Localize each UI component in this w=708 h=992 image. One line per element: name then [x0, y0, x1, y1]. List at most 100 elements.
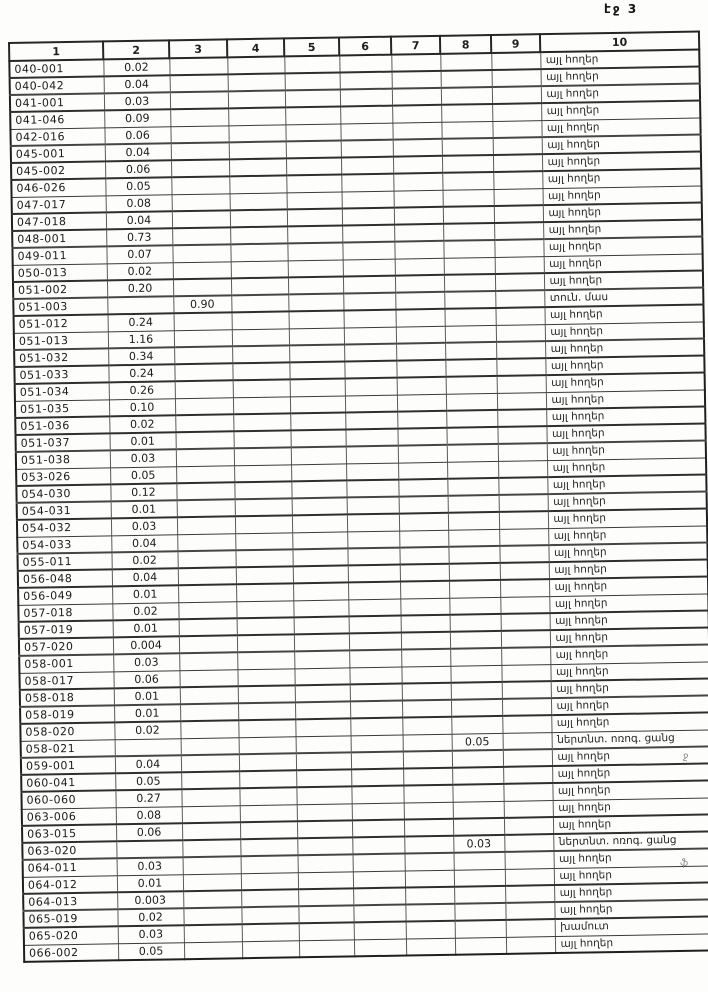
cell-col6: [350, 717, 403, 736]
cell-col7: [401, 665, 451, 684]
cell-col1: 046-026: [11, 178, 106, 197]
cell-col5: [293, 633, 350, 652]
cell-col7: [393, 189, 443, 208]
cell-col4: [235, 566, 294, 585]
cell-col2: 0.01: [112, 619, 179, 638]
cell-col8: [442, 205, 495, 224]
cell-col7: [399, 546, 449, 565]
cell-col5: [296, 803, 352, 822]
cell-col5: [289, 395, 346, 414]
cell-col5: [288, 310, 344, 329]
cell-col3: [177, 550, 236, 569]
cell-col2: 0.003: [117, 891, 184, 910]
cell-col6: [353, 887, 406, 906]
cell-col7: [398, 478, 448, 497]
cell-col9: [495, 324, 546, 342]
cell-col5: [296, 769, 352, 788]
cell-col8: [440, 86, 493, 105]
cell-col9: [499, 579, 550, 597]
header-col-2: 2: [103, 40, 170, 60]
cell-col8: [446, 426, 498, 445]
cell-col6: [344, 360, 397, 379]
cell-col8: [452, 817, 505, 836]
cell-col1: 049-011: [12, 246, 107, 265]
cell-col4: [234, 481, 292, 500]
cell-col3: [170, 125, 229, 144]
cell-col9: [503, 783, 553, 801]
cell-col5: [297, 854, 353, 873]
cell-col9: [501, 647, 551, 665]
cell-col3: [180, 737, 239, 756]
cell-col7: [398, 512, 449, 531]
cell-col4: [229, 175, 287, 194]
header-col-7: 7: [390, 35, 441, 55]
cell-col4: [238, 753, 297, 772]
cell-col4: [229, 192, 287, 211]
cell-col5: [285, 157, 342, 176]
cell-col7: [400, 597, 450, 616]
cell-col9: [493, 188, 543, 206]
cell-col2: 0.03: [116, 857, 183, 876]
cell-col9: [505, 919, 555, 937]
cell-col2: 0.03: [110, 517, 178, 536]
cell-col6: [342, 258, 395, 277]
cell-col9: [494, 273, 545, 291]
cell-col1: 048-001: [12, 229, 107, 248]
margin-handwritten-mark-2: ֆ: [679, 857, 689, 870]
cell-col8: [443, 239, 495, 258]
cell-col1: 051-037: [15, 433, 110, 452]
cell-col4: [234, 464, 292, 483]
cell-col1: 058-020: [20, 722, 115, 741]
cell-col1: 047-018: [11, 212, 107, 231]
cell-col7: [398, 461, 448, 480]
cell-col6: [344, 394, 398, 413]
cell-col3: [183, 924, 242, 943]
cell-col7: [397, 427, 447, 446]
cell-col2: 0.73: [106, 228, 173, 247]
cell-col7: [404, 869, 455, 888]
cell-col1: 040-001: [9, 59, 104, 78]
cell-col3: [175, 448, 235, 467]
cell-col4: [240, 838, 298, 857]
cell-col9: [492, 103, 542, 121]
cell-col4: [233, 413, 291, 432]
cell-col8: [441, 137, 493, 156]
cell-col7: [399, 580, 450, 599]
cell-col9: [496, 341, 546, 359]
cell-col5: [285, 140, 341, 159]
cell-col2: 0.05: [117, 942, 185, 961]
cell-col2: 0.02: [103, 58, 170, 77]
cell-col5: [293, 582, 349, 601]
cell-col9: [505, 902, 555, 920]
cell-col4: [231, 311, 289, 330]
cell-col8: [442, 171, 494, 190]
cell-col2: 0.24: [108, 364, 175, 383]
cell-col2: 0.01: [116, 874, 184, 893]
cell-col9: [492, 120, 542, 138]
cell-col9: [495, 290, 545, 308]
cell-col8: [445, 375, 497, 394]
cell-col5: [284, 72, 340, 91]
cell-col3: [176, 482, 235, 501]
cell-col7: [401, 682, 451, 701]
cell-col8: [440, 52, 492, 71]
cell-col3: [179, 686, 238, 705]
cell-col8: [447, 494, 499, 513]
cell-col4: [232, 396, 291, 415]
cell-col9: [502, 732, 552, 750]
cell-col7: [405, 937, 456, 956]
cell-col2: 0.27: [115, 789, 182, 808]
cell-col7: [395, 308, 445, 327]
cell-col5: [298, 939, 355, 958]
cell-col3: [178, 618, 237, 637]
cell-col3: [169, 74, 228, 93]
cell-col1: 056-049: [18, 586, 113, 605]
cell-col4: [230, 243, 288, 262]
cell-col4: [241, 923, 299, 942]
cell-col7: [403, 784, 453, 803]
cell-col5: [292, 531, 348, 550]
header-col-8: 8: [439, 34, 492, 54]
cell-col6: [350, 734, 403, 753]
page-number-label: էջ 3: [604, 2, 639, 16]
cell-col7: [402, 716, 452, 735]
